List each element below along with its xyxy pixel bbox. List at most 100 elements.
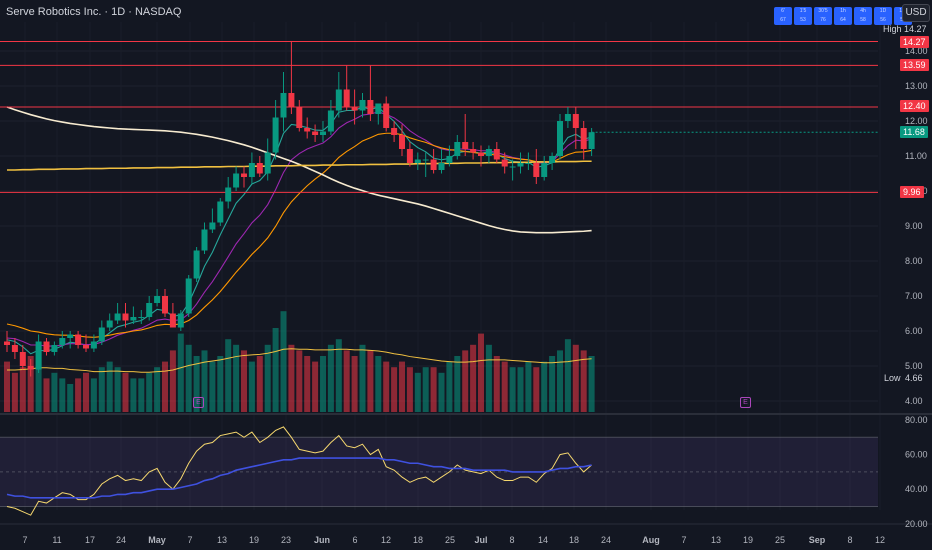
time-tick-label: 13: [217, 535, 227, 545]
rsi-tick-label: 20.00: [905, 519, 928, 529]
volume-bar: [201, 350, 208, 412]
rsi-tick-label: 80.00: [905, 415, 928, 425]
rsi-line: [6, 426, 592, 516]
level-label-2: 13.59: [900, 59, 929, 71]
time-tick-label: May: [148, 535, 166, 545]
volume-bar: [154, 367, 161, 412]
price-tick-label: 4.00: [905, 396, 923, 406]
time-tick-label: 7: [187, 535, 192, 545]
time-tick-label: Jun: [314, 535, 330, 545]
rsi-lines: [6, 426, 592, 516]
candle-body: [177, 313, 184, 328]
candle-body: [399, 135, 405, 149]
price-tick-label: 9.00: [905, 221, 923, 231]
time-tick-label: 19: [249, 535, 259, 545]
candle-body: [67, 334, 74, 338]
volume-bar: [367, 350, 374, 412]
volume-bar: [462, 350, 469, 412]
low-value: 4.66: [905, 373, 923, 383]
time-tick-label: 25: [445, 535, 455, 545]
volume-bar: [422, 367, 429, 412]
timeframe-bottom: 64: [840, 17, 846, 23]
candle-body: [485, 149, 492, 156]
earnings-marker-upcoming[interactable]: E: [740, 397, 751, 408]
chart-title: Serve Robotics Inc. · 1D · NASDAQ: [6, 6, 182, 18]
timeframe-bottom: 76: [820, 17, 826, 23]
time-tick-label: 24: [116, 535, 126, 545]
volume-bar: [454, 356, 461, 412]
timeframe-button-4[interactable]: 4h 58: [854, 7, 872, 25]
time-tick-label: Jul: [474, 535, 487, 545]
candle-body: [209, 222, 216, 230]
volume-bar: [430, 367, 437, 412]
timeframe-button-3[interactable]: 1h 64: [834, 7, 852, 25]
candle-body: [501, 159, 508, 167]
volume-bar: [343, 350, 350, 412]
volume-bar: [501, 361, 508, 412]
candle-body: [146, 303, 153, 317]
volume-bar: [4, 361, 10, 412]
moving-averages: [6, 106, 592, 355]
candle-body: [98, 327, 105, 342]
volume-bar: [296, 350, 303, 412]
candle-body: [296, 107, 303, 128]
volume-bar: [256, 356, 263, 412]
timeframe-top: 1'5: [799, 8, 807, 14]
candle-body: [430, 159, 437, 170]
candle-body: [19, 352, 26, 366]
volume-bar: [485, 344, 492, 412]
candle-body: [320, 131, 326, 135]
time-tick-label: 18: [413, 535, 423, 545]
time-tick-label: 13: [711, 535, 721, 545]
candle-body: [162, 296, 168, 314]
candle-body: [256, 163, 263, 174]
volume-bar: [225, 339, 232, 412]
volume-bar: [580, 350, 587, 412]
volume-bar: [264, 344, 271, 412]
volume-bar: [470, 344, 477, 412]
volume-bar: [90, 378, 97, 412]
volume-bar: [130, 378, 137, 412]
candle-body: [272, 117, 279, 153]
candle-body: [557, 121, 563, 156]
volume-bar: [272, 328, 279, 412]
timeframe-button-0[interactable]: 6' 67: [774, 7, 792, 25]
time-tick-label: 23: [281, 535, 291, 545]
timeframe-button-1[interactable]: 1'5 53: [794, 7, 812, 25]
time-tick-label: 11: [52, 535, 61, 545]
volume-bar: [406, 367, 413, 412]
earnings-marker-past[interactable]: E: [193, 397, 204, 408]
currency-button[interactable]: USD: [902, 4, 930, 22]
candle-body: [525, 163, 532, 164]
timeframe-bottom: 67: [780, 17, 786, 23]
candlesticks: [4, 41, 595, 377]
volume-bar: [478, 333, 484, 412]
candle-body: [138, 317, 145, 318]
timeframe-button-5[interactable]: 1D 56: [874, 7, 892, 25]
timeframe-top: 1D: [879, 8, 887, 14]
timeframe-bottom: 53: [800, 17, 806, 23]
volume-bar: [233, 344, 240, 412]
price-tick-label: 5.00: [905, 361, 923, 371]
time-tick-label: 8: [509, 535, 514, 545]
volume-bar: [248, 361, 255, 412]
candle-body: [11, 345, 18, 352]
candle-body: [304, 128, 311, 132]
volume-bar: [391, 367, 398, 412]
price-tick-label: 12.00: [905, 116, 928, 126]
level-label-4: 9.96: [900, 186, 924, 198]
volume-bar: [51, 372, 58, 412]
candle-body: [478, 152, 484, 156]
volume-bar: [549, 356, 556, 412]
timeframe-bottom: 58: [860, 17, 866, 23]
time-tick-label: 12: [381, 535, 391, 545]
timeframe-top: 30'5: [818, 8, 828, 14]
level-label-1: 14.27: [900, 36, 929, 48]
candle-body: [541, 163, 548, 177]
candle-body: [217, 201, 224, 223]
candle-body: [185, 278, 192, 314]
volume-bar: [193, 356, 200, 412]
timeframe-button-2[interactable]: 30'5 76: [814, 7, 832, 25]
